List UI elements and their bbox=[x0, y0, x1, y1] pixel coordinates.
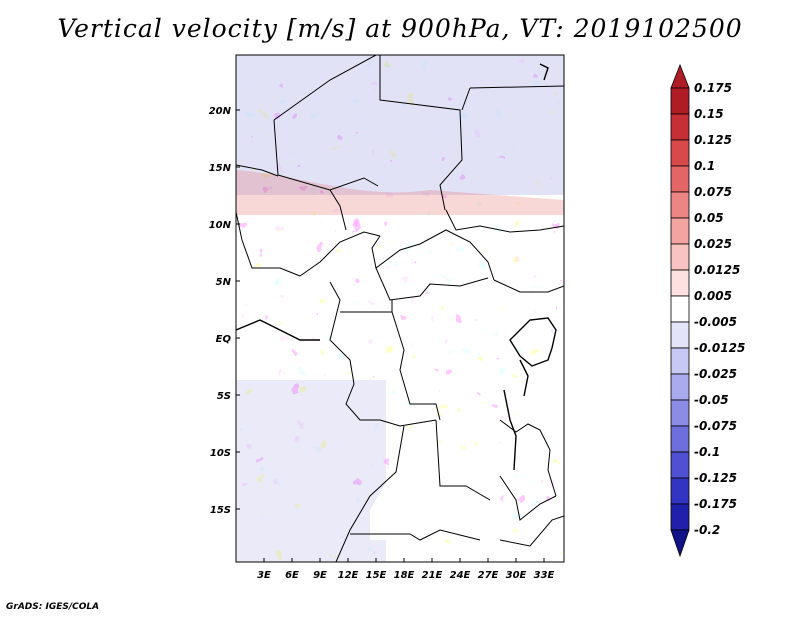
colorbar-swatch bbox=[670, 243, 690, 271]
lon-tick-label: 18E bbox=[394, 570, 415, 581]
colorbar-swatch bbox=[670, 217, 690, 245]
colorbar-top-arrow bbox=[670, 63, 690, 89]
colorbar-swatch bbox=[670, 425, 690, 453]
lon-tick-label: 30E bbox=[506, 570, 527, 581]
colorbar-label: -0.2 bbox=[694, 523, 720, 537]
colorbar-label: 0.0125 bbox=[694, 263, 740, 277]
latitude-axis: 20N 15N 10N 5N EQ 5S 10S 15S bbox=[209, 106, 240, 516]
lat-tick-label: 10S bbox=[210, 448, 231, 459]
colorbar-label: 0.1 bbox=[694, 159, 715, 173]
lat-tick-label: 10N bbox=[209, 220, 232, 231]
lat-tick-label: EQ bbox=[216, 334, 232, 345]
lon-tick-label: 15E bbox=[366, 570, 387, 581]
colorbar-swatch bbox=[670, 87, 690, 115]
credit-text: GrADS: IGES/COLA bbox=[6, 602, 100, 612]
country-borders bbox=[236, 55, 564, 562]
colorbar-swatch bbox=[670, 165, 690, 193]
colorbar-swatch bbox=[670, 477, 690, 505]
colorbar-label: -0.005 bbox=[694, 315, 737, 329]
lon-tick-label: 9E bbox=[313, 570, 327, 581]
lon-tick-label: 33E bbox=[534, 570, 555, 581]
colorbar-swatch bbox=[670, 451, 690, 479]
colorbar-label: -0.125 bbox=[694, 471, 737, 485]
colorbar-swatch bbox=[670, 113, 690, 141]
colorbar-label: 0.075 bbox=[694, 185, 732, 199]
colorbar-swatch bbox=[670, 269, 690, 297]
lat-tick-label: 5N bbox=[216, 277, 232, 288]
colorbar-swatch bbox=[670, 347, 690, 375]
colorbar-swatch bbox=[670, 373, 690, 401]
lon-tick-label: 21E bbox=[422, 570, 443, 581]
colorbar-swatch bbox=[670, 503, 690, 531]
colorbar-label: 0.025 bbox=[694, 237, 732, 251]
colorbar-swatch bbox=[670, 139, 690, 167]
lakes bbox=[236, 63, 557, 471]
lon-tick-label: 27E bbox=[478, 570, 499, 581]
colorbar-label: -0.1 bbox=[694, 445, 720, 459]
colorbar-label: -0.175 bbox=[694, 497, 737, 511]
colorbar-label: 0.05 bbox=[694, 211, 724, 225]
lon-tick-label: 6E bbox=[285, 570, 299, 581]
chart-title: Vertical velocity [m/s] at 900hPa, VT: 2… bbox=[57, 14, 743, 43]
colorbar: 0.175 0.15 0.125 0.1 0.075 0.05 0.025 0.… bbox=[670, 63, 745, 558]
colorbar-swatch bbox=[670, 191, 690, 219]
lon-tick-label: 12E bbox=[338, 570, 359, 581]
lon-tick-label: 3E bbox=[257, 570, 271, 581]
velocity-field bbox=[236, 55, 564, 562]
lat-tick-label: 20N bbox=[209, 106, 232, 117]
lat-tick-label: 15S bbox=[210, 505, 231, 516]
colorbar-swatch bbox=[670, 321, 690, 349]
colorbar-label: -0.0125 bbox=[694, 341, 745, 355]
colorbar-label: 0.005 bbox=[694, 289, 732, 303]
lat-tick-label: 5S bbox=[217, 391, 231, 402]
colorbar-label: -0.05 bbox=[694, 393, 729, 407]
colorbar-bottom-arrow bbox=[670, 529, 690, 558]
colorbar-swatch bbox=[670, 399, 690, 427]
map-frame bbox=[235, 54, 565, 563]
colorbar-label: 0.15 bbox=[694, 107, 724, 121]
lat-tick-label: 15N bbox=[209, 163, 232, 174]
colorbar-label: 0.125 bbox=[694, 133, 732, 147]
colorbar-label: -0.025 bbox=[694, 367, 737, 381]
lon-tick-label: 24E bbox=[450, 570, 471, 581]
colorbar-label: 0.175 bbox=[694, 81, 732, 95]
colorbar-label: -0.075 bbox=[694, 419, 737, 433]
longitude-axis: 3E 6E 9E 12E 15E 18E 21E 24E 27E 30E 33E bbox=[257, 558, 555, 581]
colorbar-swatch bbox=[670, 295, 690, 323]
